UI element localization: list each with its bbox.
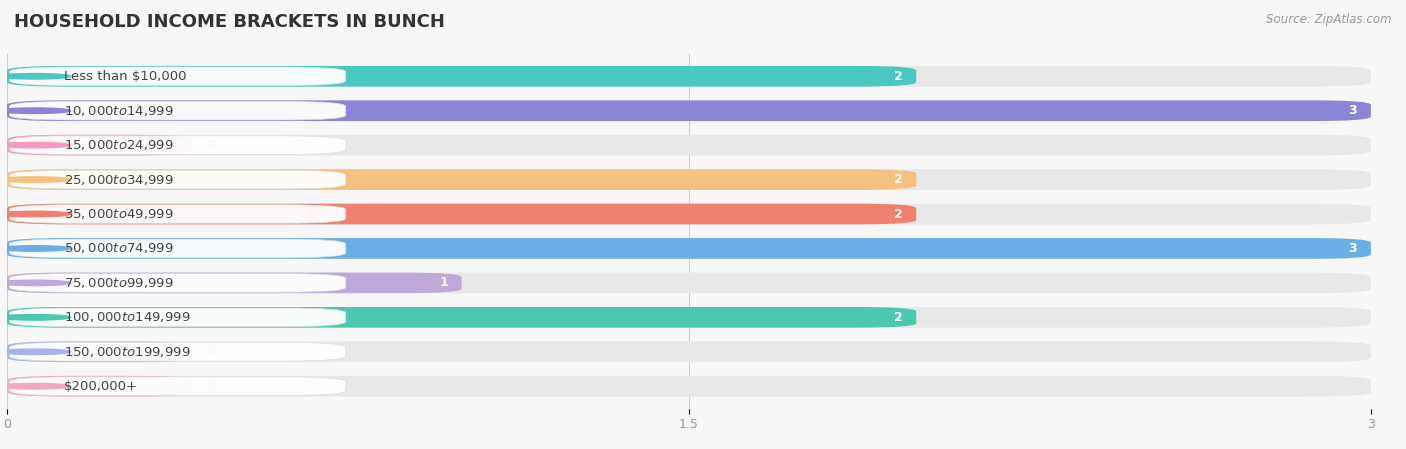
FancyBboxPatch shape [7,273,1371,293]
FancyBboxPatch shape [7,169,917,190]
Text: 3: 3 [1348,242,1357,255]
Circle shape [0,142,70,148]
Text: 1: 1 [439,277,449,290]
FancyBboxPatch shape [7,66,917,87]
Text: HOUSEHOLD INCOME BRACKETS IN BUNCH: HOUSEHOLD INCOME BRACKETS IN BUNCH [14,13,444,31]
FancyBboxPatch shape [10,67,346,86]
Text: $35,000 to $49,999: $35,000 to $49,999 [63,207,173,221]
FancyBboxPatch shape [10,205,346,223]
Text: $15,000 to $24,999: $15,000 to $24,999 [63,138,173,152]
FancyBboxPatch shape [7,376,1371,396]
Circle shape [0,280,70,286]
FancyBboxPatch shape [7,101,1371,121]
Text: 0: 0 [205,345,214,358]
Text: 2: 2 [894,70,903,83]
Circle shape [0,211,70,217]
FancyBboxPatch shape [7,66,1371,87]
Text: 2: 2 [894,207,903,220]
Text: $200,000+: $200,000+ [63,380,138,393]
Text: $100,000 to $149,999: $100,000 to $149,999 [63,310,190,324]
Text: 3: 3 [1348,104,1357,117]
FancyBboxPatch shape [10,170,346,189]
FancyBboxPatch shape [7,204,1371,224]
Circle shape [0,315,70,320]
Text: 0: 0 [205,380,214,393]
Circle shape [0,246,70,251]
FancyBboxPatch shape [10,377,346,396]
Text: $50,000 to $74,999: $50,000 to $74,999 [63,242,173,255]
FancyBboxPatch shape [10,136,346,154]
Text: Source: ZipAtlas.com: Source: ZipAtlas.com [1267,13,1392,26]
Text: 0: 0 [205,139,214,152]
Text: $75,000 to $99,999: $75,000 to $99,999 [63,276,173,290]
FancyBboxPatch shape [10,308,346,326]
Text: $10,000 to $14,999: $10,000 to $14,999 [63,104,173,118]
FancyBboxPatch shape [7,169,1371,190]
Text: 2: 2 [894,173,903,186]
Text: 2: 2 [894,311,903,324]
Circle shape [0,383,70,389]
Circle shape [0,349,70,355]
Text: $25,000 to $34,999: $25,000 to $34,999 [63,172,173,187]
FancyBboxPatch shape [7,307,1371,328]
Circle shape [0,108,70,114]
FancyBboxPatch shape [7,307,917,328]
FancyBboxPatch shape [7,376,193,396]
Circle shape [0,177,70,182]
FancyBboxPatch shape [10,273,346,292]
FancyBboxPatch shape [7,238,1371,259]
Text: Less than $10,000: Less than $10,000 [63,70,187,83]
FancyBboxPatch shape [7,135,193,155]
FancyBboxPatch shape [10,101,346,120]
Circle shape [0,74,70,79]
FancyBboxPatch shape [7,341,1371,362]
FancyBboxPatch shape [7,135,1371,155]
FancyBboxPatch shape [7,204,917,224]
FancyBboxPatch shape [7,238,1371,259]
FancyBboxPatch shape [7,273,461,293]
Text: $150,000 to $199,999: $150,000 to $199,999 [63,345,190,359]
FancyBboxPatch shape [7,341,193,362]
FancyBboxPatch shape [7,101,1371,121]
FancyBboxPatch shape [10,239,346,258]
FancyBboxPatch shape [10,343,346,361]
